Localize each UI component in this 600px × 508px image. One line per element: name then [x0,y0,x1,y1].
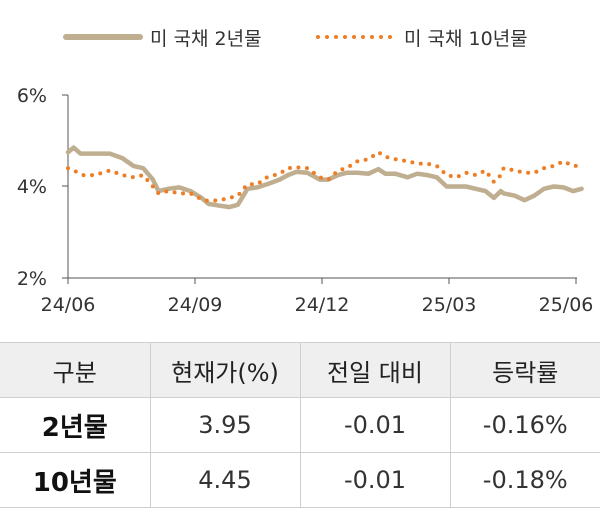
rate-value: -0.16% [449,397,600,453]
legend-label-10y: 미 국채 10년물 [404,28,528,50]
legend-label-2y: 미 국채 2년물 [150,28,262,50]
x-ticks: 24/06 24/09 24/12 25/03 25/06 [41,278,594,316]
legend: 미 국채 2년물 미 국채 10년물 [63,28,528,50]
yield-table: 구분 현재가(%) 전일 대비 등락률 2년물 3.95 -0.01 -0.16… [0,342,600,508]
x-tick-label-2406: 24/06 [41,294,96,316]
y-tick-label-6: 6% [17,85,47,107]
y-tick-label-2: 2% [17,268,47,290]
table-row: 10년물 4.45 -0.01 -0.18% [0,452,600,508]
table-row: 2년물 3.95 -0.01 -0.16% [0,397,600,453]
change-value: -0.01 [299,452,450,508]
header-current: 현재가(%) [149,342,300,398]
header-rate: 등락률 [449,342,600,398]
rate-value: -0.18% [449,452,600,508]
y-ticks: 6% 4% 2% [17,85,68,290]
yield-chart: 미 국채 2년물 미 국채 10년물 6% 4% 2% 24/06 24/09 … [17,28,594,316]
current-value: 4.45 [149,452,300,508]
current-value: 3.95 [149,397,300,453]
header-category: 구분 [0,342,150,398]
row-label: 2년물 [0,397,150,453]
plot-area [65,145,584,210]
x-tick-label-2506: 25/06 [539,294,594,316]
x-tick-label-2409: 24/09 [168,294,223,316]
header-change: 전일 대비 [299,342,450,398]
change-value: -0.01 [299,397,450,453]
series-line-2y [65,145,584,210]
series-line-10y [66,150,584,204]
row-label: 10년물 [0,452,150,508]
y-tick-label-4: 4% [17,176,47,198]
table-header-row: 구분 현재가(%) 전일 대비 등락률 [0,342,600,398]
x-tick-label-2503: 25/03 [422,294,477,316]
x-tick-label-2412: 24/12 [295,294,350,316]
